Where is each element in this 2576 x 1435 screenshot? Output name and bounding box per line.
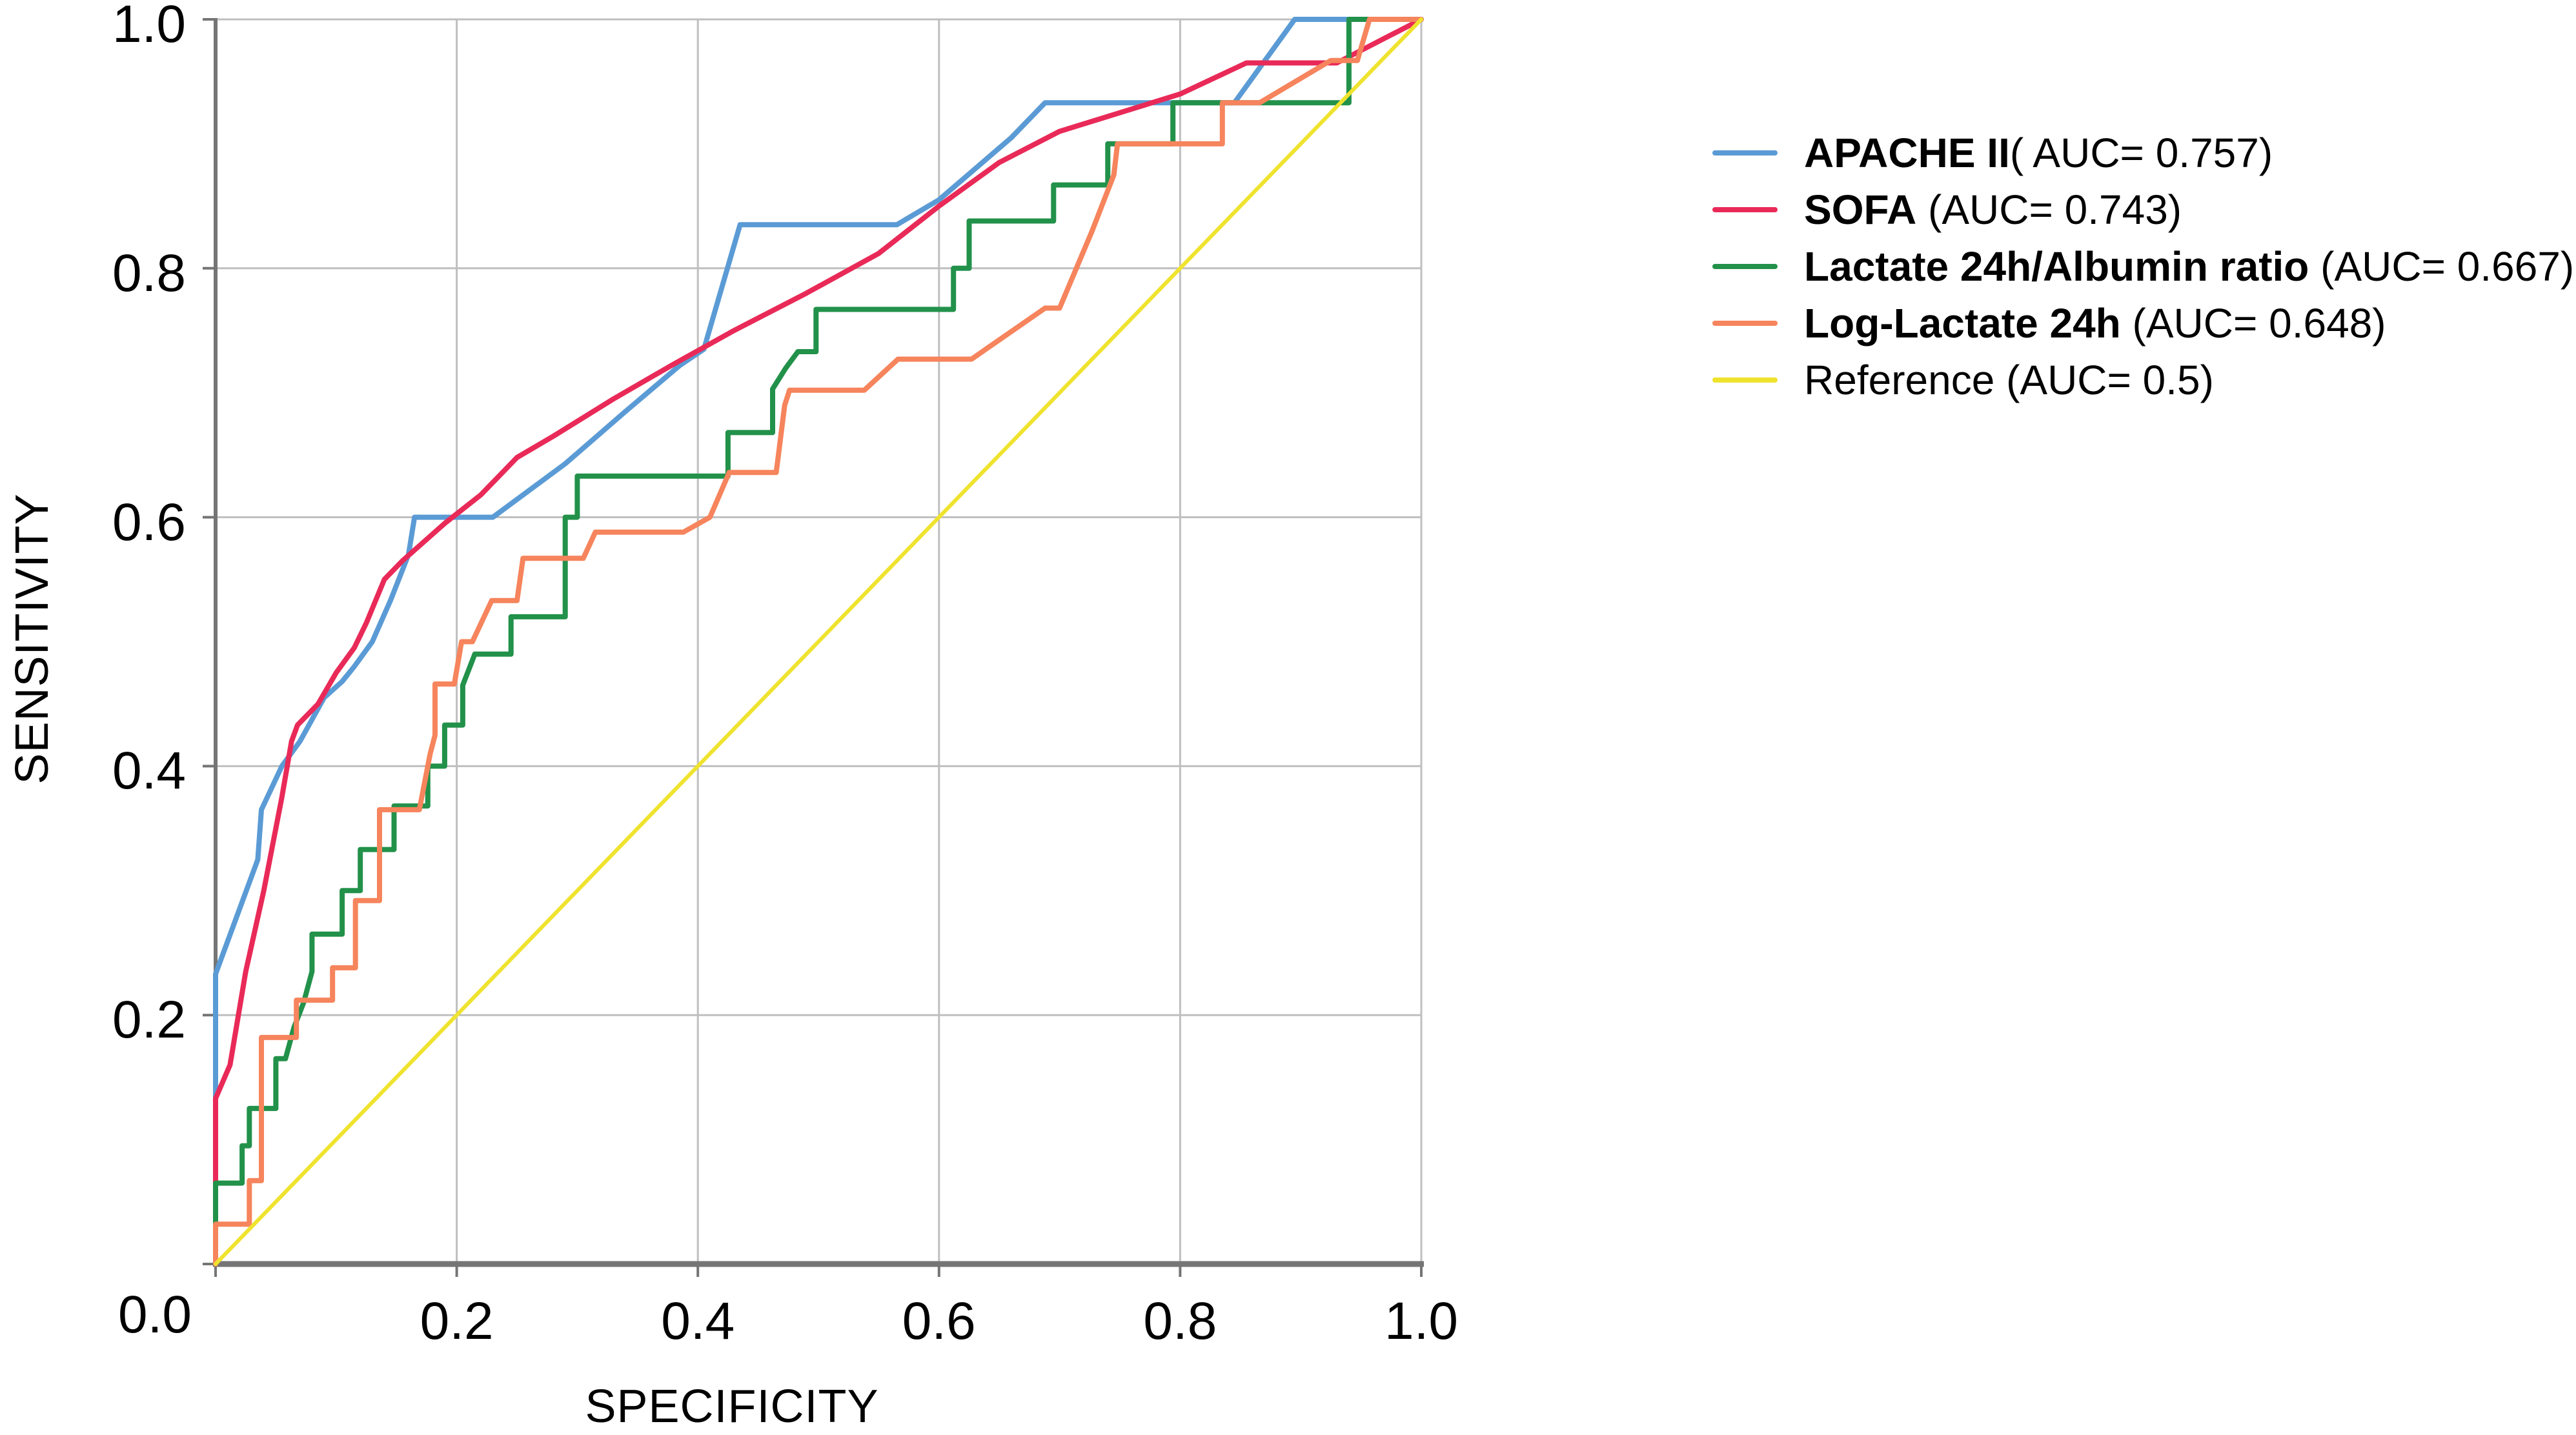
- legend-item-lactate-24h-albumin-ratio: Lactate 24h/Albumin ratio (AUC= 0.667): [1712, 238, 2574, 295]
- y-axis-title: SENSITIVITY: [6, 493, 58, 785]
- legend-swatch-sofa: [1712, 207, 1778, 212]
- legend-swatch-apache-ii: [1712, 150, 1778, 156]
- origin-tick-label: 0.0: [118, 1285, 192, 1344]
- series-line-lactate-24h-albumin-ratio: [213, 17, 1424, 1267]
- series-line-sofa: [213, 17, 1424, 1267]
- series-line-log-lactate-24h: [213, 17, 1424, 1267]
- legend-swatch-reference: [1712, 377, 1778, 383]
- legend-label-log-lactate-24h: Log-Lactate 24h (AUC= 0.648): [1804, 300, 2386, 346]
- legend-item-apache-ii: APACHE II( AUC= 0.757): [1712, 125, 2574, 181]
- y-tick-label: 0.2: [112, 990, 186, 1050]
- legend-swatch-log-lactate-24h: [1712, 321, 1778, 326]
- y-tick-label: 1.0: [112, 0, 186, 54]
- y-tick-label: 0.4: [112, 741, 186, 801]
- legend-label-sofa: SOFA (AUC= 0.743): [1804, 186, 2182, 233]
- series-line-reference: [214, 17, 1423, 1266]
- legend-swatch-lactate-24h-albumin-ratio: [1712, 264, 1778, 269]
- x-tick-label: 0.8: [1143, 1292, 1217, 1350]
- y-tick-label: 0.6: [112, 492, 186, 552]
- legend-item-log-lactate-24h: Log-Lactate 24h (AUC= 0.648): [1712, 295, 2574, 352]
- x-tick-label: 1.0: [1384, 1292, 1458, 1350]
- legend: APACHE II( AUC= 0.757) SOFA (AUC= 0.743) L…: [1712, 125, 2574, 408]
- x-tick-label: 0.2: [420, 1292, 494, 1350]
- x-tick-label: 0.4: [661, 1292, 735, 1350]
- legend-label-lactate-24h-albumin-ratio: Lactate 24h/Albumin ratio (AUC= 0.667): [1804, 243, 2575, 290]
- legend-label-reference: Reference (AUC= 0.5): [1804, 357, 2214, 403]
- series-line-apache-ii: [213, 17, 1424, 1267]
- legend-item-sofa: SOFA (AUC= 0.743): [1712, 181, 2574, 238]
- legend-label-apache-ii: APACHE II( AUC= 0.757): [1804, 130, 2273, 176]
- x-tick-label: 0.6: [902, 1292, 976, 1350]
- y-tick-label: 0.8: [112, 243, 186, 303]
- x-axis-title: SPECIFICITY: [585, 1381, 879, 1432]
- legend-item-reference: Reference (AUC= 0.5): [1712, 352, 2574, 408]
